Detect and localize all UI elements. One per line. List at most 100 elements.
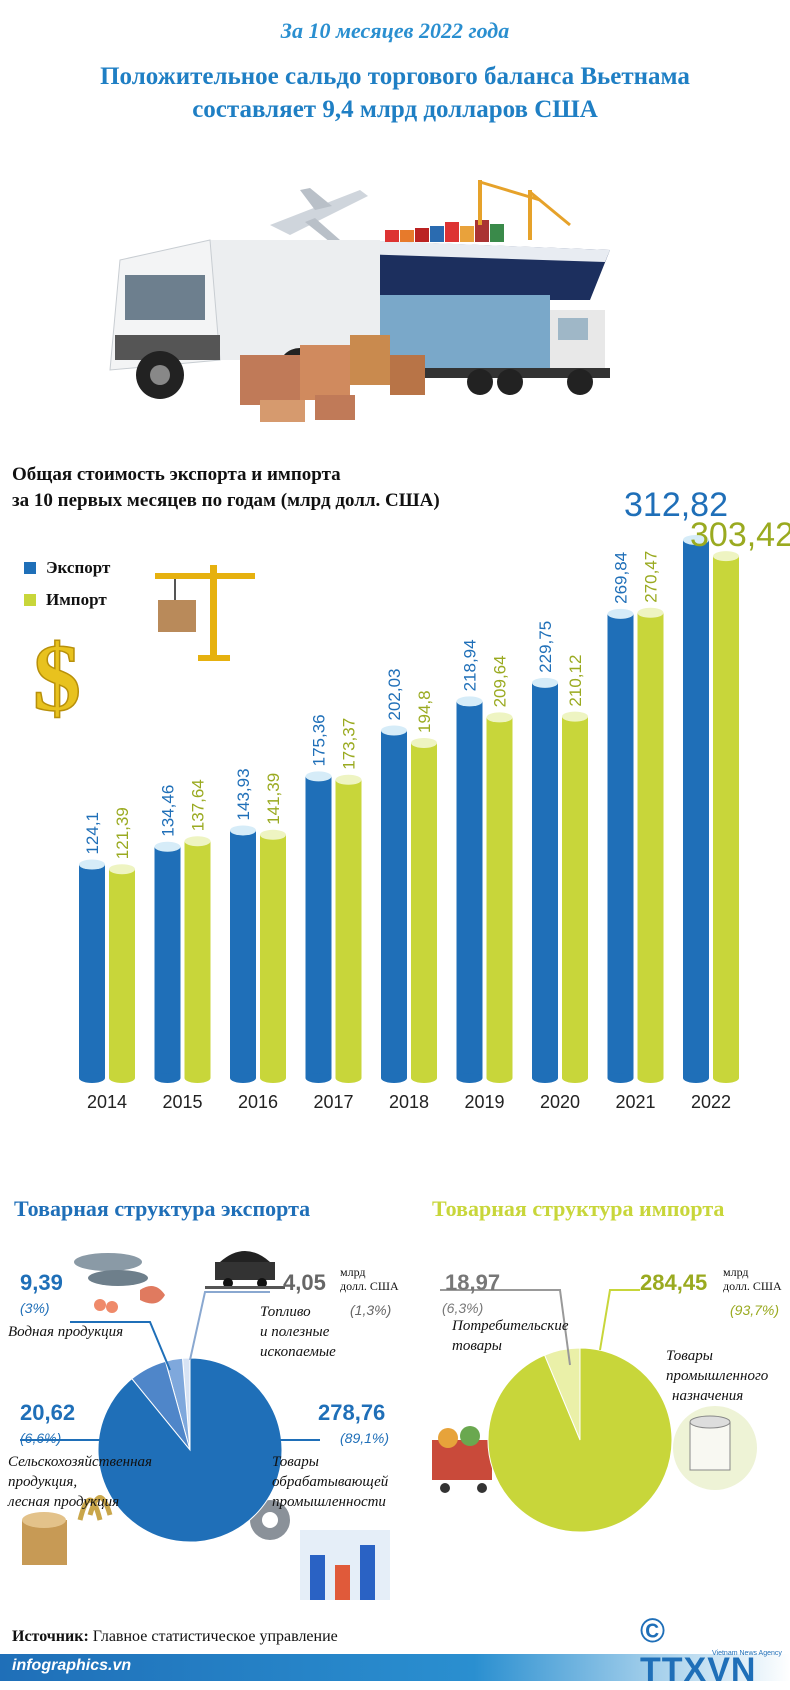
title-line-2: составляет 9,4 млрд долларов США	[192, 96, 598, 123]
x-tick-label-2021: 2021	[615, 1092, 655, 1112]
bar-import-2018	[411, 742, 437, 1078]
bar-import-2022	[713, 556, 739, 1078]
import-value-industrial: 284,45	[640, 1270, 708, 1295]
export-percent-manufacturing: (89,1%)	[340, 1430, 390, 1446]
bar-export-2014	[79, 864, 105, 1078]
leader-line-seafood	[70, 1321, 171, 1371]
bar-base-export-2018	[381, 1073, 407, 1083]
bar-import-2021	[637, 612, 664, 1078]
import-structure-title: Товарная структура импорта	[432, 1196, 725, 1221]
x-tick-label-2019: 2019	[464, 1092, 504, 1112]
import-value-consumer: 18,97	[445, 1270, 501, 1295]
x-tick-label-2017: 2017	[313, 1092, 353, 1112]
export-label-fuel: Топливо и полезные ископаемые	[260, 1304, 336, 1360]
source-note: Источник: Главное статистическое управле…	[12, 1628, 338, 1646]
cargo-transport-illustration	[109, 180, 610, 422]
paper-roll-icon	[673, 1406, 757, 1490]
data-label-export-2021: 269,84	[612, 552, 631, 604]
bar-import-2016	[260, 834, 286, 1078]
source-text: Главное статистическое управление	[88, 1628, 338, 1645]
fish-seafood-icon	[74, 1253, 165, 1313]
data-label-export-2016: 143,93	[234, 768, 253, 820]
bar-top-import-2015	[184, 836, 211, 847]
import-label-industrial: Товары промышленного назначения	[666, 1348, 769, 1404]
bar-base-import-2022	[713, 1073, 739, 1083]
legend-swatch-export	[24, 562, 36, 574]
export-pie-chart	[20, 1251, 757, 1600]
title-line-1: Положительное сальдо торгового баланса В…	[100, 63, 690, 90]
chart-title-line-2: за 10 первых месяцев по годам (млрд долл…	[12, 490, 440, 511]
bar-top-export-2014	[79, 859, 105, 870]
export-percent-agri: (6,6%)	[20, 1430, 62, 1446]
bar-base-import-2020	[562, 1073, 588, 1083]
x-tick-label-2015: 2015	[162, 1092, 202, 1112]
bar-base-import-2019	[486, 1073, 513, 1083]
x-tick-label-2020: 2020	[540, 1092, 580, 1112]
svg-text:$: $	[33, 628, 81, 723]
legend-label-export: Экспорт	[46, 558, 111, 577]
bar-base-export-2017	[305, 1073, 332, 1083]
data-label-import-2014: 121,39	[113, 807, 132, 859]
footer-site[interactable]: infographics.vn	[12, 1657, 132, 1674]
source-label: Источник:	[12, 1628, 89, 1645]
bar-top-export-2017	[305, 771, 332, 782]
import-percent-consumer: (6,3%)	[442, 1300, 484, 1316]
bar-top-export-2021	[607, 608, 634, 619]
bar-top-export-2019	[456, 696, 483, 707]
bar-top-export-2022	[683, 534, 709, 545]
bar-export-2019	[456, 701, 483, 1078]
data-label-import-2016: 141,39	[264, 773, 283, 825]
bar-base-import-2017	[335, 1073, 362, 1083]
import-unit: млрд долл. США	[723, 1265, 782, 1293]
import-label-consumer: Потребительские товары	[452, 1318, 569, 1354]
data-label-import-2017: 173,37	[340, 718, 359, 770]
bar-top-import-2016	[260, 829, 286, 840]
bar-top-import-2014	[109, 864, 135, 875]
bar-export-2016	[230, 830, 256, 1078]
export-value-manufacturing: 278,76	[318, 1400, 386, 1425]
chart-title-line-1: Общая стоимость экспорта и импорта	[12, 464, 341, 485]
data-label-import-2021: 270,47	[642, 551, 661, 603]
data-label-export-2019: 218,94	[461, 639, 480, 691]
bar-base-import-2014	[109, 1073, 135, 1083]
export-percent-seafood: (3%)	[20, 1300, 50, 1316]
leader-line-industrial	[599, 1289, 640, 1351]
dollar-sign-icon: $	[32, 628, 82, 723]
legend-item-export: Экспорт	[24, 558, 110, 578]
export-label-manufacturing: Товары обрабатывающей промышленности	[272, 1454, 389, 1510]
bar-top-export-2018	[381, 725, 407, 736]
leader-line-consumer	[440, 1289, 571, 1366]
bar-base-export-2022	[683, 1073, 709, 1083]
bar-base-import-2016	[260, 1073, 286, 1083]
bar-export-2020	[532, 682, 558, 1078]
page-title: Положительное сальдо торгового баланса В…	[40, 60, 750, 126]
bar-top-import-2017	[335, 774, 362, 785]
data-label-import-2020: 210,12	[566, 655, 585, 707]
bar-top-export-2016	[230, 825, 256, 836]
crane-box-icon	[155, 565, 255, 661]
bar-base-export-2020	[532, 1073, 558, 1083]
export-value-fuel: 4,05	[283, 1270, 326, 1295]
bar-import-2019	[486, 717, 513, 1078]
x-tick-label-2018: 2018	[389, 1092, 429, 1112]
legend-label-import: Импорт	[46, 590, 107, 609]
data-label-export-2018: 202,03	[385, 669, 404, 721]
bar-base-export-2019	[456, 1073, 483, 1083]
data-label-export-2015: 134,46	[159, 785, 178, 837]
bar-base-export-2016	[230, 1073, 256, 1083]
export-percent-fuel: (1,3%)	[350, 1302, 392, 1318]
legend-item-import: Импорт	[24, 590, 107, 610]
export-pie-slice-3	[97, 1357, 283, 1543]
factory-gear-icon	[250, 1500, 390, 1600]
bar-top-import-2020	[562, 711, 588, 722]
bar-import-2014	[109, 869, 135, 1078]
import-percent-industrial: (93,7%)	[730, 1302, 780, 1318]
bar-export-2015	[154, 846, 181, 1078]
bar-base-import-2015	[184, 1073, 211, 1083]
data-label-import-2019: 209,64	[491, 655, 510, 707]
bar-base-export-2014	[79, 1073, 105, 1083]
chart-title: Общая стоимость экспорта и импорта за 10…	[12, 462, 532, 514]
brand-subtitle: Vietnam News Agency	[712, 1650, 782, 1657]
bar-import-2017	[335, 779, 362, 1078]
export-unit: млрд долл. США	[340, 1265, 399, 1293]
